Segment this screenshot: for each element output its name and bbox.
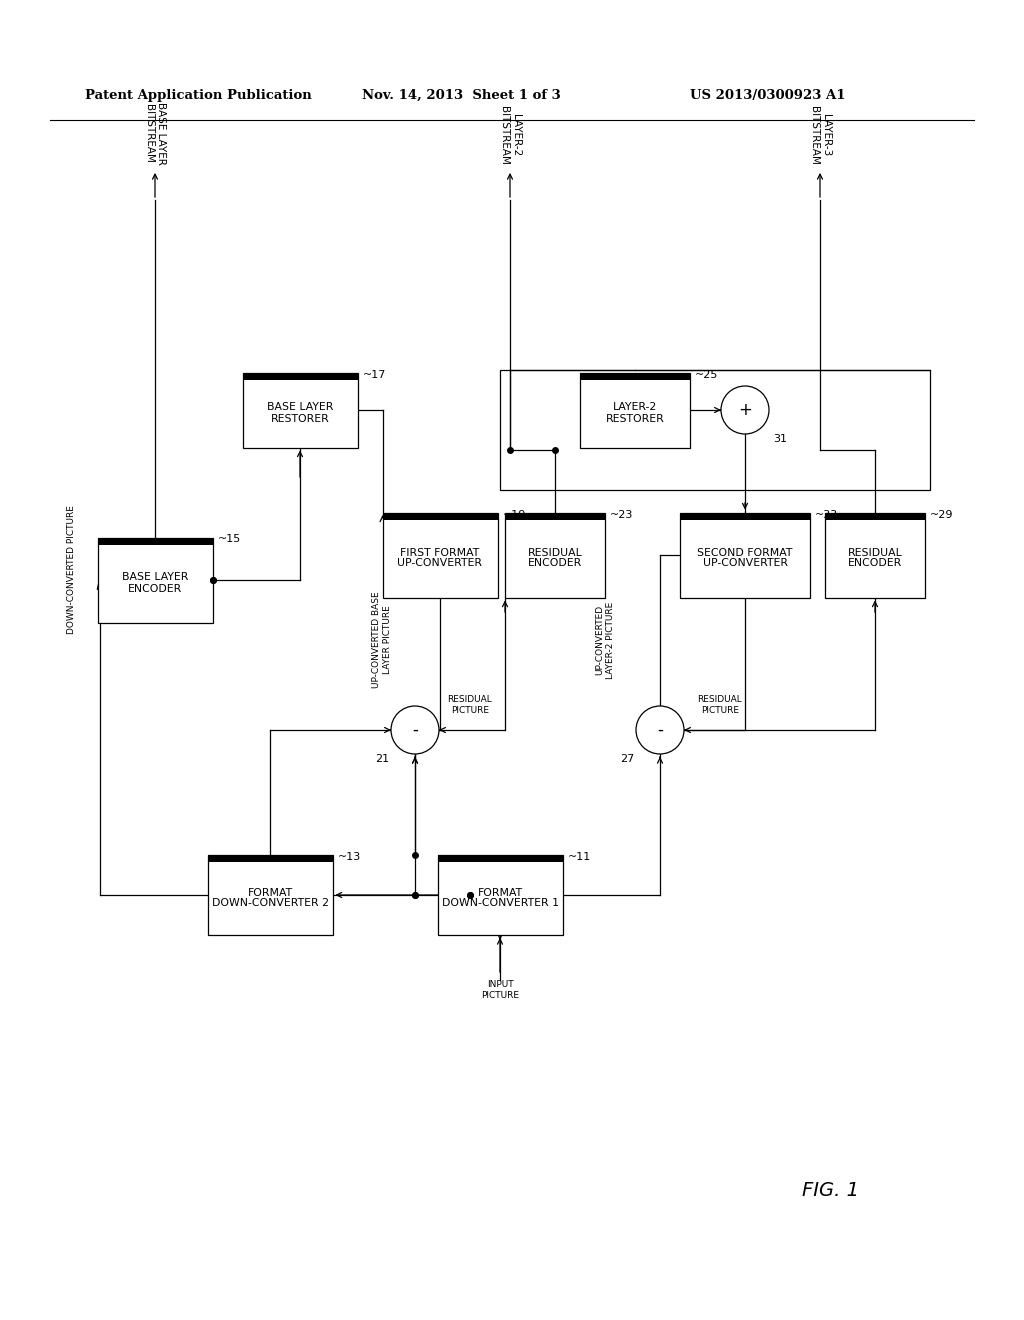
Text: 21: 21 [375, 754, 389, 764]
Text: UP-CONVERTED BASE
LAYER PICTURE: UP-CONVERTED BASE LAYER PICTURE [373, 591, 392, 688]
Text: BASE LAYER: BASE LAYER [267, 403, 333, 412]
Bar [825, 512, 925, 598]
Bar [243, 372, 357, 380]
Bar [437, 855, 562, 862]
Circle shape [721, 385, 769, 434]
Text: FORMAT: FORMAT [477, 887, 522, 898]
Text: ~13: ~13 [338, 851, 360, 862]
Text: LAYER-2
BITSTREAM: LAYER-2 BITSTREAM [499, 106, 521, 165]
Text: ~33: ~33 [815, 510, 839, 520]
Bar [383, 512, 498, 598]
Text: Patent Application Publication: Patent Application Publication [85, 88, 311, 102]
Text: RESIDUAL: RESIDUAL [848, 548, 902, 557]
Text: ENCODER: ENCODER [128, 583, 182, 594]
Bar [383, 512, 498, 520]
Bar [580, 372, 690, 447]
Text: Nov. 14, 2013  Sheet 1 of 3: Nov. 14, 2013 Sheet 1 of 3 [362, 88, 561, 102]
Text: RESIDUAL
PICTURE: RESIDUAL PICTURE [697, 696, 742, 714]
Text: -: - [657, 721, 663, 739]
Text: ENCODER: ENCODER [848, 558, 902, 569]
Bar [243, 372, 357, 447]
Text: LAYER-2: LAYER-2 [613, 403, 657, 412]
Text: RESIDUAL
PICTURE: RESIDUAL PICTURE [447, 696, 493, 714]
Bar [208, 855, 333, 935]
Bar [437, 855, 562, 935]
Text: UP-CONVERTER: UP-CONVERTER [397, 558, 482, 569]
Text: ~17: ~17 [362, 370, 386, 380]
Bar [680, 512, 810, 520]
Text: RESTORER: RESTORER [605, 413, 665, 424]
Text: BASE LAYER: BASE LAYER [122, 573, 188, 582]
Text: ~23: ~23 [610, 510, 634, 520]
Text: US 2013/0300923 A1: US 2013/0300923 A1 [690, 88, 846, 102]
Bar [505, 512, 605, 520]
Bar [505, 512, 605, 598]
Text: -: - [412, 721, 418, 739]
Circle shape [391, 706, 439, 754]
Text: INPUT
PICTURE: INPUT PICTURE [481, 981, 519, 999]
Bar [500, 370, 930, 490]
Circle shape [636, 706, 684, 754]
Text: UP-CONVERTED
LAYER-2 PICTURE: UP-CONVERTED LAYER-2 PICTURE [595, 602, 614, 678]
Text: 27: 27 [620, 754, 634, 764]
Text: 31: 31 [773, 434, 787, 444]
Text: ~19: ~19 [503, 510, 526, 520]
Text: DOWN-CONVERTED PICTURE: DOWN-CONVERTED PICTURE [68, 506, 77, 635]
Bar [97, 537, 213, 544]
Bar [680, 512, 810, 598]
Text: DOWN-CONVERTER 1: DOWN-CONVERTER 1 [441, 899, 558, 908]
Text: ~11: ~11 [567, 851, 591, 862]
Text: +: + [738, 401, 752, 418]
Text: ~15: ~15 [217, 535, 241, 544]
Text: RESIDUAL: RESIDUAL [527, 548, 583, 557]
Text: SECOND FORMAT: SECOND FORMAT [697, 548, 793, 557]
Text: ~29: ~29 [930, 510, 953, 520]
Bar [580, 372, 690, 380]
Text: UP-CONVERTER: UP-CONVERTER [702, 558, 787, 569]
Text: ~25: ~25 [695, 370, 719, 380]
Text: BASE LAYER
BITSTREAM: BASE LAYER BITSTREAM [143, 102, 166, 165]
Text: FORMAT: FORMAT [248, 887, 293, 898]
Text: FIG. 1: FIG. 1 [802, 1180, 858, 1200]
Text: ENCODER: ENCODER [528, 558, 582, 569]
Text: DOWN-CONVERTER 2: DOWN-CONVERTER 2 [212, 899, 329, 908]
Text: LAYER-3
BITSTREAM: LAYER-3 BITSTREAM [809, 106, 831, 165]
Bar [208, 855, 333, 862]
Bar [825, 512, 925, 520]
Text: FIRST FORMAT: FIRST FORMAT [400, 548, 479, 557]
Text: RESTORER: RESTORER [270, 413, 330, 424]
Bar [97, 537, 213, 623]
